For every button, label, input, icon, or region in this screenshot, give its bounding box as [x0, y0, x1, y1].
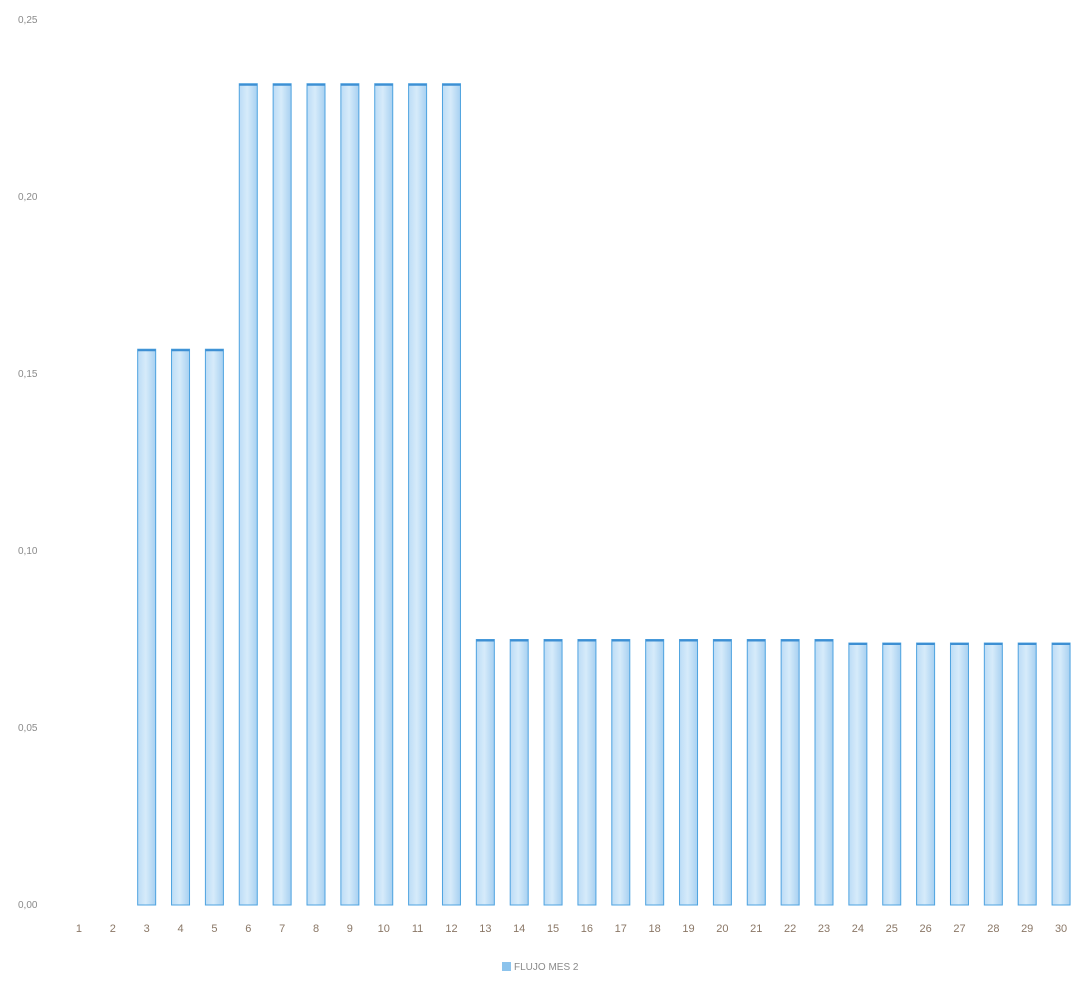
- bar: [374, 83, 394, 906]
- bar: [272, 83, 292, 906]
- legend-swatch: [502, 962, 511, 971]
- y-tick-label: 0,15: [18, 369, 38, 380]
- bar: [780, 639, 800, 906]
- bar: [441, 83, 461, 906]
- bar: [171, 348, 191, 906]
- x-tick-label: 2: [110, 923, 116, 935]
- x-tick-label: 17: [615, 923, 627, 935]
- x-tick-label: 24: [852, 923, 864, 935]
- bar: [712, 639, 732, 906]
- bar: [577, 639, 597, 906]
- x-tick-label: 28: [987, 923, 999, 935]
- bar: [509, 639, 529, 906]
- bar: [611, 639, 631, 906]
- bar: [916, 642, 936, 906]
- bar: [679, 639, 699, 906]
- bar: [408, 83, 428, 906]
- bar: [1017, 642, 1037, 906]
- x-tick-label: 25: [886, 923, 898, 935]
- x-tick-label: 6: [245, 923, 251, 935]
- x-tick-label: 18: [649, 923, 661, 935]
- x-tick-label: 12: [445, 923, 457, 935]
- y-tick-label: 0,25: [18, 15, 38, 26]
- x-tick-label: 29: [1021, 923, 1033, 935]
- bar: [645, 639, 665, 906]
- x-tick-label: 26: [919, 923, 931, 935]
- bar: [340, 83, 360, 906]
- bar: [306, 83, 326, 906]
- legend-label: FLUJO MES 2: [514, 962, 579, 973]
- x-axis: 1 2 3 4 5 6 7 8 9 10 11 12 13 14 15 16 17 18 19 20 21 22 23 24 2…: [76, 923, 1067, 935]
- bars-group: [137, 83, 1071, 906]
- bar: [746, 639, 766, 906]
- bar: [204, 348, 224, 906]
- x-tick-label: 23: [818, 923, 830, 935]
- bar: [848, 642, 868, 906]
- y-tick-label: 0,00: [18, 900, 38, 911]
- y-axis: 0,00 0,05 0,10 0,15 0,20 0,25: [18, 15, 38, 911]
- x-tick-label: 22: [784, 923, 796, 935]
- x-tick-label: 30: [1055, 923, 1067, 935]
- bar: [238, 83, 258, 906]
- x-tick-label: 1: [76, 923, 82, 935]
- bar: [1051, 642, 1071, 906]
- bar: [543, 639, 563, 906]
- bar: [983, 642, 1003, 906]
- x-tick-label: 8: [313, 923, 319, 935]
- x-tick-label: 3: [144, 923, 150, 935]
- bar: [882, 642, 902, 906]
- x-tick-label: 27: [953, 923, 965, 935]
- x-tick-label: 11: [412, 923, 423, 935]
- y-tick-label: 0,10: [18, 546, 38, 557]
- x-tick-label: 9: [347, 923, 353, 935]
- x-tick-label: 15: [547, 923, 559, 935]
- bar: [814, 639, 834, 906]
- x-tick-label: 5: [211, 923, 217, 935]
- x-tick-label: 16: [581, 923, 593, 935]
- x-tick-label: 14: [513, 923, 525, 935]
- bar: [137, 348, 157, 906]
- y-tick-label: 0,05: [18, 723, 38, 734]
- x-tick-label: 13: [479, 923, 491, 935]
- x-tick-label: 10: [378, 923, 390, 935]
- y-tick-label: 0,20: [18, 192, 38, 203]
- legend: FLUJO MES 2: [502, 962, 579, 973]
- x-tick-label: 20: [716, 923, 728, 935]
- x-tick-label: 4: [177, 923, 183, 935]
- x-tick-label: 7: [279, 923, 285, 935]
- x-tick-label: 19: [682, 923, 694, 935]
- x-tick-label: 21: [750, 923, 762, 935]
- bar: [949, 642, 969, 906]
- bar: [475, 639, 495, 906]
